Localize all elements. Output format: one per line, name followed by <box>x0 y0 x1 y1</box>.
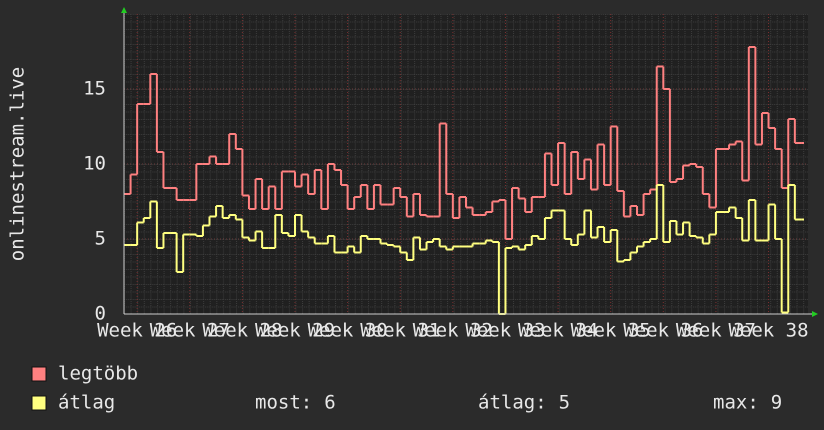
x-tick-label: Week 36 <box>623 320 703 342</box>
x-tick-label: Week 33 <box>465 320 545 342</box>
stat-value: 5 <box>559 392 570 414</box>
marks <box>124 46 804 315</box>
axis-arrow <box>121 7 127 13</box>
stat-value: 6 <box>324 392 335 414</box>
y-tick-label: 0 <box>95 303 106 325</box>
x-tick-label: Week 28 <box>202 320 282 342</box>
x-tick-label: Week 32 <box>413 320 493 342</box>
y-tick-label: 15 <box>83 78 106 100</box>
legend-swatch <box>31 366 47 382</box>
x-tick-label: Week 37 <box>676 320 756 342</box>
step-riser <box>136 185 796 314</box>
x-tick-label: Week 27 <box>150 320 230 342</box>
legend-label: legtöbb <box>58 363 138 385</box>
y-tick-label: 5 <box>95 228 106 250</box>
axis-arrow <box>812 311 818 317</box>
x-tick-label: Week 31 <box>360 320 440 342</box>
legend: legtöbb átlag most: 6 átlag: 5 max: 9 <box>31 363 782 414</box>
x-tick-label: Week 29 <box>255 320 335 342</box>
stat-label: átlag: <box>478 392 547 414</box>
x-tick-label: Week 30 <box>308 320 388 342</box>
legend-label: átlag <box>58 392 115 414</box>
x-tick-label: Week 35 <box>571 320 651 342</box>
stat-label: most: <box>255 392 312 414</box>
x-tick-label: Week 26 <box>97 320 177 342</box>
legend-swatch <box>31 395 47 411</box>
y-axis-label: onlinestream.live <box>7 67 29 261</box>
x-tick-label: Week 38 <box>728 320 808 342</box>
y-tick-label: 10 <box>83 153 106 175</box>
stat-label: max: <box>713 392 759 414</box>
stat-value: 9 <box>771 392 782 414</box>
x-tick-label: Week 34 <box>518 320 598 342</box>
